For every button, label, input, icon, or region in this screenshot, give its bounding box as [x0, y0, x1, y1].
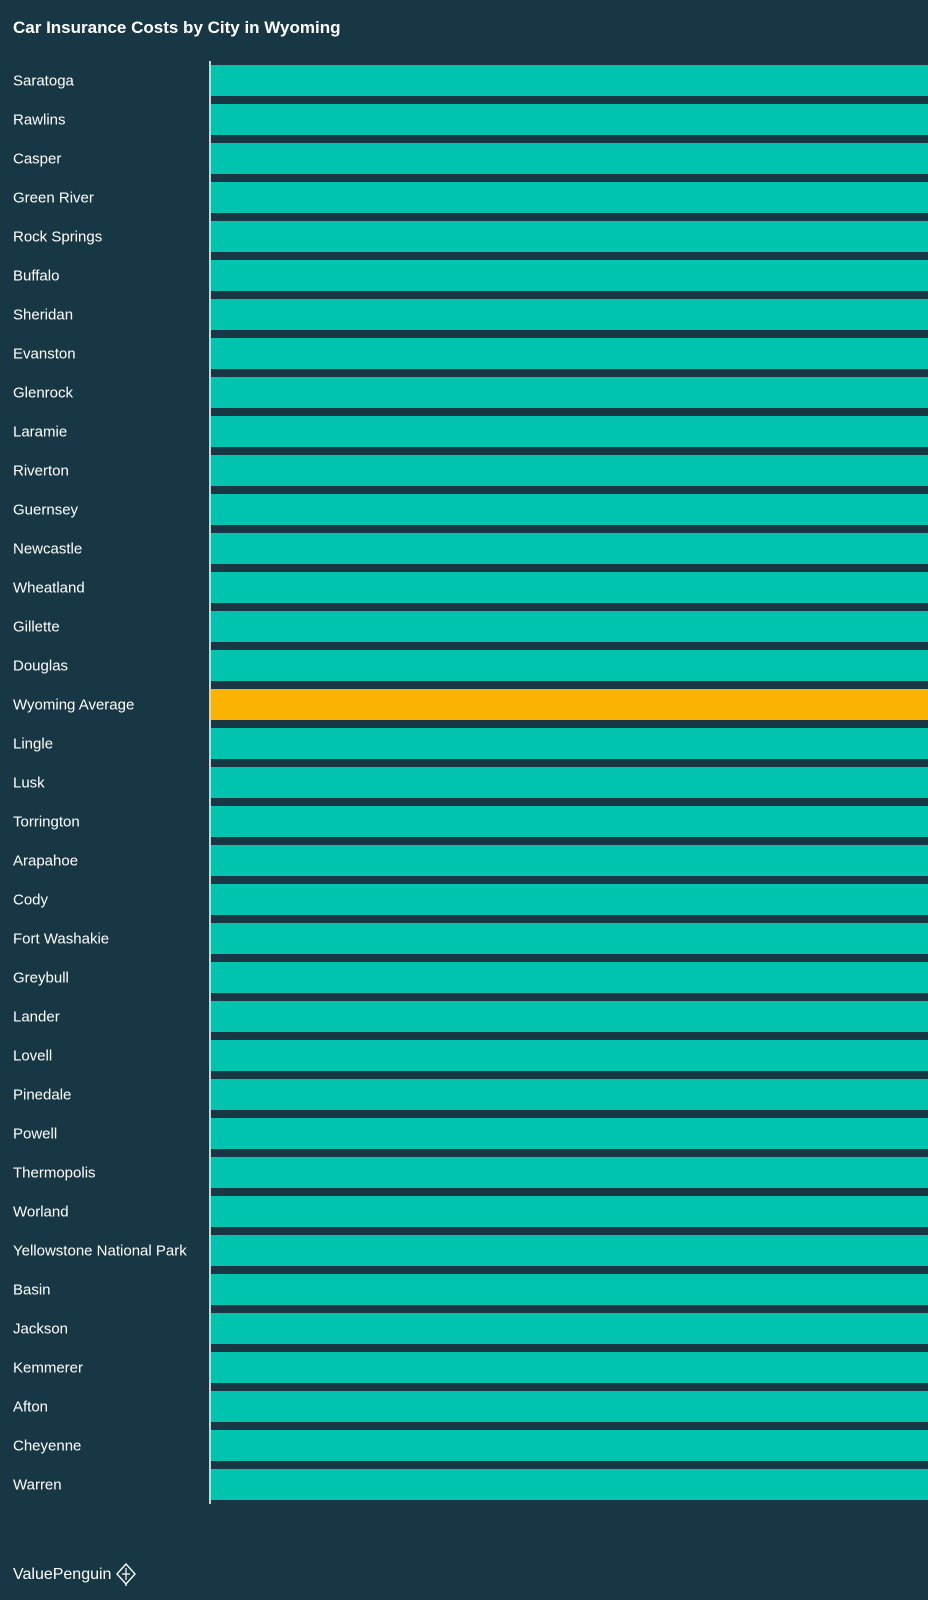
bar: [211, 1118, 928, 1149]
bar: [211, 1040, 928, 1071]
bar: [211, 611, 928, 642]
chart-title: Car Insurance Costs by City in Wyoming: [13, 18, 341, 37]
category-label: Wheatland: [13, 580, 85, 597]
category-label: Evanston: [13, 346, 76, 363]
brand-name: ValuePenguin: [13, 1566, 112, 1583]
bar: [211, 1001, 928, 1032]
category-label: Warren: [13, 1477, 62, 1494]
category-label: Laramie: [13, 424, 67, 441]
bar: [211, 1313, 928, 1344]
category-label: Riverton: [13, 463, 69, 480]
category-label: Jackson: [13, 1321, 68, 1338]
category-label: Saratoga: [13, 73, 75, 90]
category-label: Gillette: [13, 619, 60, 636]
category-label: Worland: [13, 1204, 69, 1221]
bar: [211, 1391, 928, 1422]
category-label: Lander: [13, 1009, 60, 1026]
bar: [211, 845, 928, 876]
category-label: Afton: [13, 1399, 48, 1416]
category-label: Lusk: [13, 775, 45, 792]
bar: [211, 1235, 928, 1266]
bar: [211, 1196, 928, 1227]
bar: [211, 455, 928, 486]
penguin-diamond-icon: [116, 1563, 137, 1586]
category-label: Greybull: [13, 970, 69, 987]
bar: [211, 650, 928, 681]
bar-highlight: [211, 689, 928, 720]
category-label: Basin: [13, 1282, 51, 1299]
bar: [211, 299, 928, 330]
category-label: Cheyenne: [13, 1438, 81, 1455]
bar-chart: Saratoga Rawlins Casper Green River Rock Spr…: [13, 61, 928, 1504]
category-label: Green River: [13, 190, 94, 207]
bar: [211, 416, 928, 447]
category-label: Guernsey: [13, 502, 79, 519]
bar: [211, 728, 928, 759]
bar: [211, 767, 928, 798]
category-label: Arapahoe: [13, 853, 78, 870]
category-label: Powell: [13, 1126, 57, 1143]
category-label: Fort Washakie: [13, 931, 109, 948]
bar: [211, 1352, 928, 1383]
category-label: Thermopolis: [13, 1165, 96, 1182]
bar: [211, 338, 928, 369]
category-label: Yellowstone National Park: [13, 1243, 187, 1260]
category-label: Wyoming Average: [13, 697, 134, 714]
category-label: Rawlins: [13, 112, 66, 129]
category-label: Cody: [13, 892, 49, 909]
category-label: Lovell: [13, 1048, 52, 1065]
bar: [211, 377, 928, 408]
bar: [211, 1430, 928, 1461]
bar: [211, 65, 928, 96]
bar: [211, 806, 928, 837]
category-label: Pinedale: [13, 1087, 71, 1104]
bar: [211, 104, 928, 135]
category-label: Newcastle: [13, 541, 82, 558]
category-label: Casper: [13, 151, 61, 168]
bar: [211, 1469, 928, 1500]
bar: [211, 1157, 928, 1188]
bar: [211, 260, 928, 291]
bar: [211, 143, 928, 174]
category-label: Kemmerer: [13, 1360, 83, 1377]
category-label: Buffalo: [13, 268, 59, 285]
category-label: Sheridan: [13, 307, 73, 324]
category-label: Lingle: [13, 736, 53, 753]
bar: [211, 182, 928, 213]
footer-brand: ValuePenguin: [13, 1563, 137, 1587]
category-label: Douglas: [13, 658, 68, 675]
bar: [211, 572, 928, 603]
bar: [211, 221, 928, 252]
category-labels-group: Saratoga Rawlins Casper Green River Rock Spr…: [13, 73, 187, 1494]
bars-group: [211, 65, 928, 1500]
category-label: Torrington: [13, 814, 80, 831]
bar: [211, 1079, 928, 1110]
category-label: Glenrock: [13, 385, 74, 402]
bar: [211, 962, 928, 993]
bar: [211, 1274, 928, 1305]
bar: [211, 923, 928, 954]
bar: [211, 533, 928, 564]
bar: [211, 884, 928, 915]
bar: [211, 494, 928, 525]
category-label: Rock Springs: [13, 229, 102, 246]
